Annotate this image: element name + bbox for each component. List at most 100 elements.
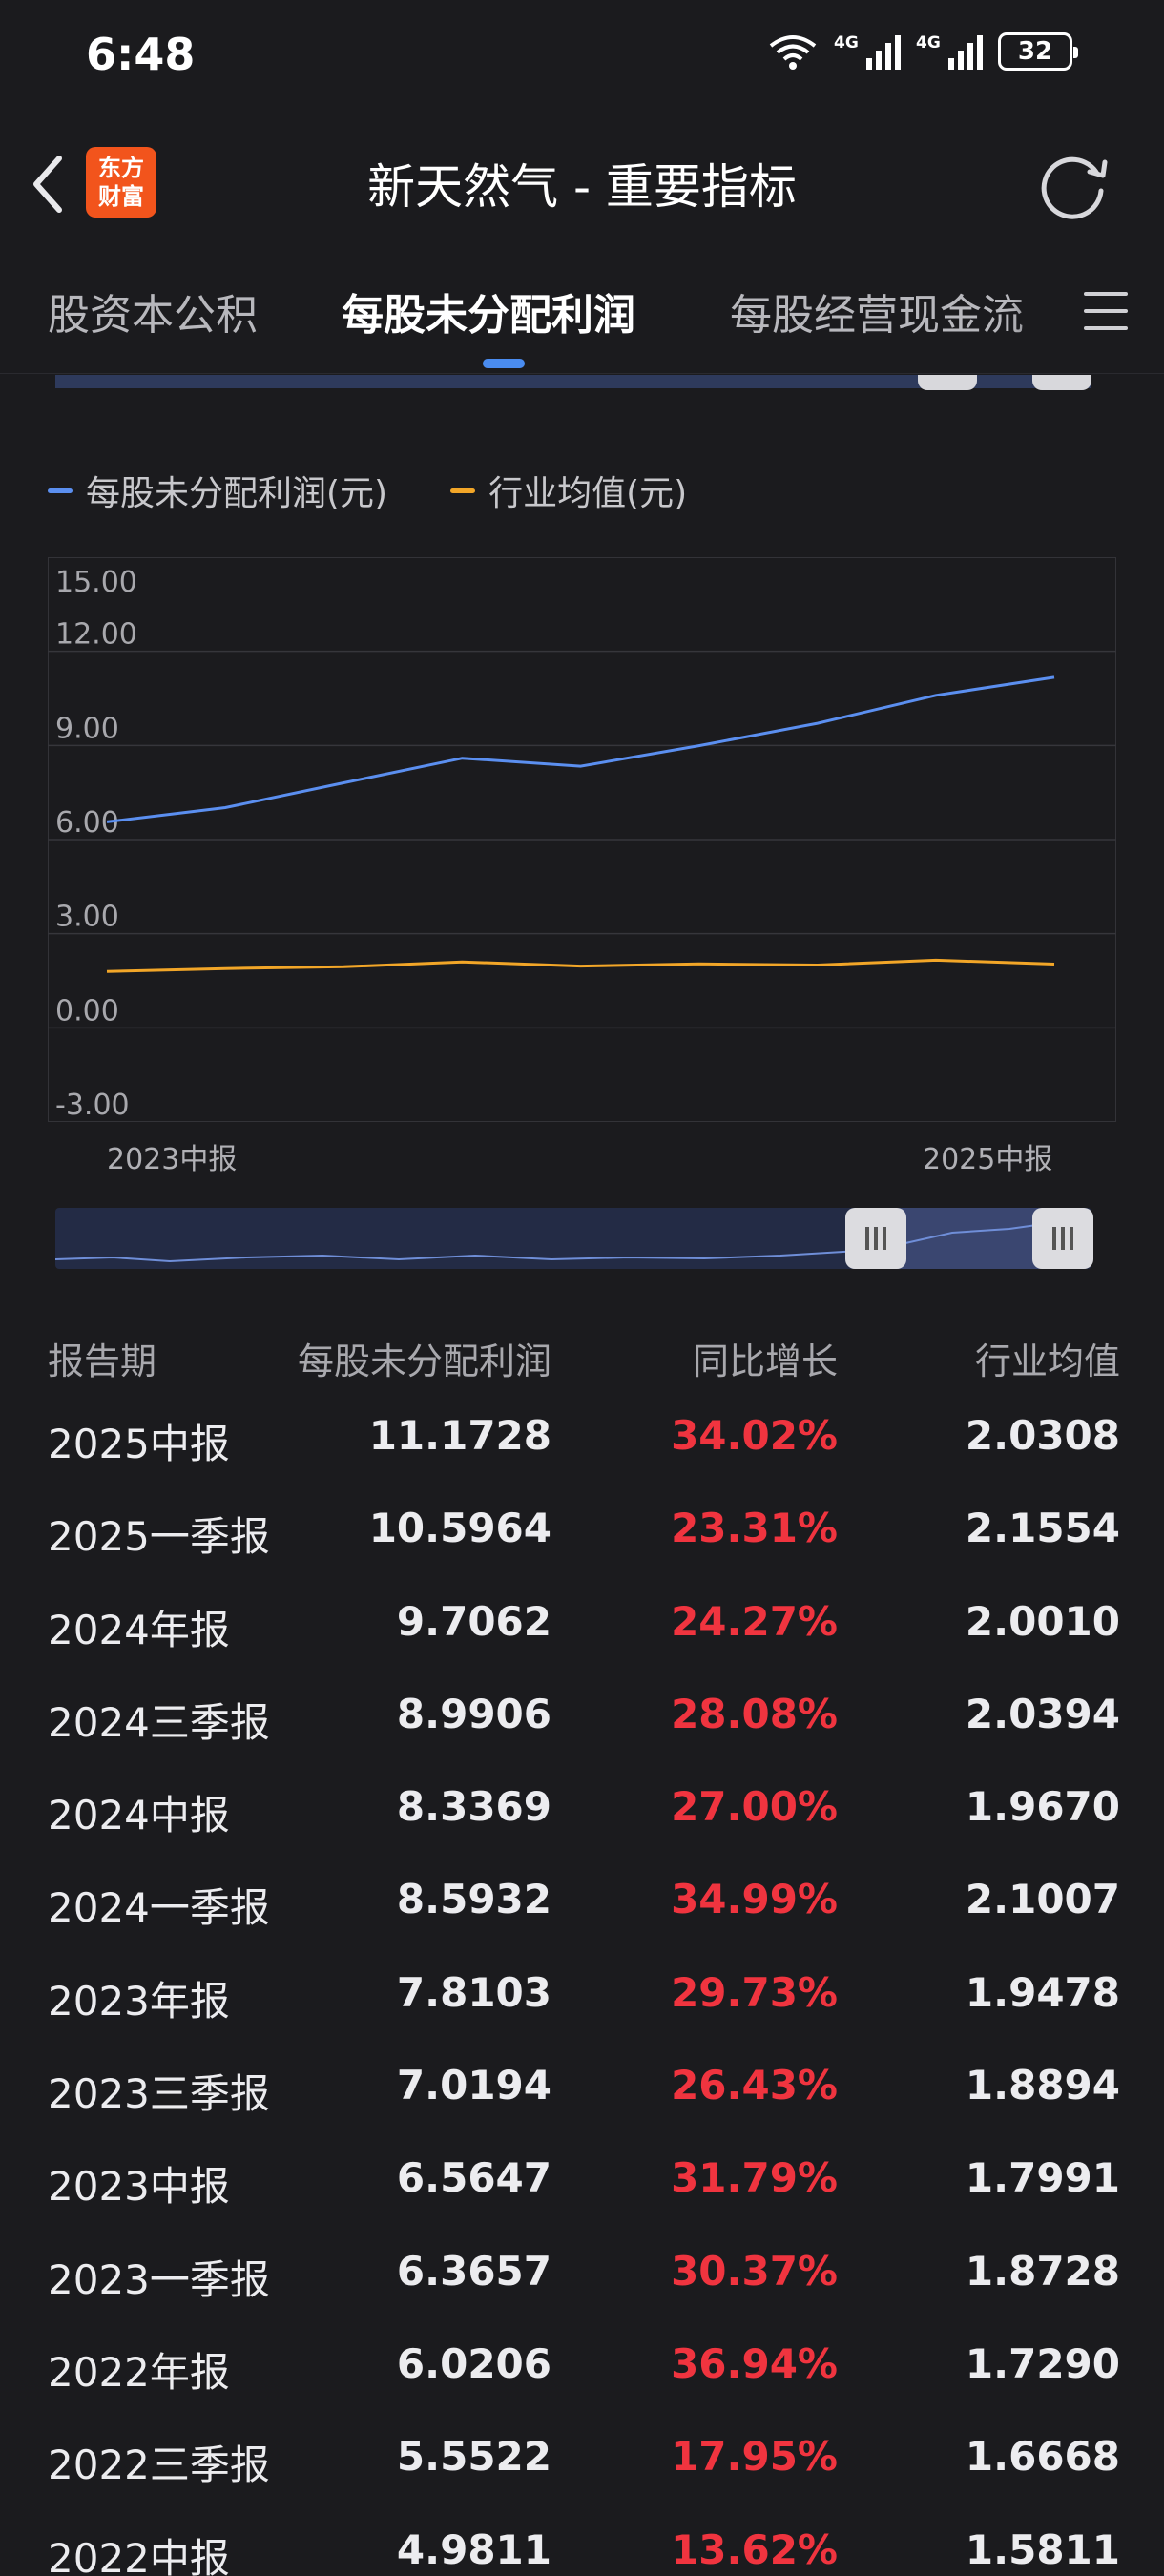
cell-period: 2022三季报 — [48, 2441, 270, 2489]
cell-yoy-growth: 30.37% — [671, 2247, 838, 2295]
wifi-icon — [767, 32, 819, 71]
table-row[interactable]: 2024年报 9.7062 24.27% 2.0010 — [0, 1587, 1164, 1679]
legend-swatch — [48, 488, 73, 493]
status-time: 6:48 — [86, 29, 196, 80]
cell-undistributed-profit: 4.9811 — [396, 2525, 551, 2573]
cell-yoy-growth: 24.27% — [671, 1597, 838, 1645]
series-line-industry-average — [106, 958, 1055, 973]
cell-undistributed-profit: 9.7062 — [396, 1597, 551, 1645]
cell-undistributed-profit: 7.0194 — [396, 2062, 551, 2109]
nav-bar: 东方 财富 新天然气 - 重要指标 — [0, 113, 1164, 256]
table-row[interactable]: 2023中报 6.5647 31.79% 1.7991 — [0, 2143, 1164, 2235]
table-row[interactable]: 2022年报 6.0206 36.94% 1.7290 — [0, 2329, 1164, 2421]
indicator-tabs: 股资本公积 每股未分配利润 每股经营现金流 — [0, 256, 1164, 374]
x-tick-label: 2023中报 — [107, 1143, 238, 1176]
cell-undistributed-profit: 8.9906 — [396, 1690, 551, 1737]
header-industry-average[interactable]: 行业均值 — [974, 1340, 1120, 1382]
header-yoy-growth[interactable]: 同比增长 — [692, 1340, 838, 1382]
table-row[interactable]: 2025一季报 10.5964 23.31% 2.1554 — [0, 1493, 1164, 1586]
cell-yoy-growth: 23.31% — [671, 1505, 838, 1552]
table-row[interactable]: 2025中报 11.1728 34.02% 2.0308 — [0, 1401, 1164, 1493]
cell-undistributed-profit: 5.5522 — [396, 2433, 551, 2481]
cell-yoy-growth: 26.43% — [671, 2062, 838, 2109]
cell-industry-average: 2.1007 — [965, 1876, 1120, 1923]
table-header: 报告期 每股未分配利润 同比增长 行业均值 — [0, 1332, 1164, 1385]
cell-industry-average: 1.8894 — [965, 2062, 1120, 2109]
chart-legend: 每股未分配利润(元) 行业均值(元) — [48, 466, 687, 515]
range-slider[interactable] — [55, 1208, 1091, 1269]
cell-industry-average: 1.7991 — [965, 2154, 1120, 2202]
slider-selected-range — [876, 1208, 1063, 1269]
cell-undistributed-profit: 11.1728 — [368, 1412, 551, 1459]
cell-undistributed-profit: 6.5647 — [396, 2154, 551, 2202]
table-row[interactable]: 2024中报 8.3369 27.00% 1.9670 — [0, 1772, 1164, 1864]
slider-handle-left[interactable] — [845, 1208, 906, 1269]
y-tick-label: 3.00 — [55, 901, 119, 934]
y-tick-label: -3.00 — [55, 1089, 130, 1122]
cell-industry-average: 1.5811 — [965, 2525, 1120, 2573]
cell-yoy-growth: 27.00% — [671, 1783, 838, 1831]
table-row[interactable]: 2022三季报 5.5522 17.95% 1.6668 — [0, 2421, 1164, 2514]
slider-preview-line — [55, 1216, 1091, 1263]
legend-item-undistributed-profit[interactable]: 每股未分配利润(元) — [48, 466, 387, 515]
battery-level: 32 — [1017, 37, 1053, 66]
y-tick-label: 12.00 — [55, 618, 137, 652]
legend-swatch — [450, 488, 476, 493]
y-tick-label: 0.00 — [55, 994, 119, 1028]
legend-item-industry-average[interactable]: 行业均值(元) — [450, 466, 687, 515]
cell-undistributed-profit: 6.0206 — [396, 2339, 551, 2387]
cell-period: 2022中报 — [48, 2534, 230, 2576]
table-row[interactable]: 2023三季报 7.0194 26.43% 1.8894 — [0, 2050, 1164, 2143]
slider-handle-right[interactable] — [1032, 1208, 1093, 1269]
slider-handle-top-left[interactable] — [918, 375, 977, 390]
line-chart[interactable]: 15.00 12.00 9.00 6.00 3.00 0.00 -3.00 — [48, 557, 1116, 1122]
table-row[interactable]: 2024一季报 8.5932 34.99% 2.1007 — [0, 1864, 1164, 1957]
cell-period: 2023三季报 — [48, 2070, 270, 2118]
cell-industry-average: 2.0010 — [965, 1597, 1120, 1645]
cell-period: 2024年报 — [48, 1606, 230, 1653]
cell-period: 2025一季报 — [48, 1513, 270, 1561]
table-body: 2025中报 11.1728 34.02% 2.0308 2025一季报 10.5964 2… — [0, 1401, 1164, 2576]
back-arrow-icon[interactable] — [25, 151, 73, 218]
cell-industry-average: 1.7290 — [965, 2339, 1120, 2387]
slider-handle-top-right[interactable] — [1032, 375, 1091, 390]
cell-yoy-growth: 28.08% — [671, 1690, 838, 1737]
cell-yoy-growth: 34.99% — [671, 1876, 838, 1923]
cell-period: 2023年报 — [48, 1977, 230, 2025]
header-period[interactable]: 报告期 — [48, 1340, 157, 1382]
y-tick-label: 9.00 — [55, 712, 119, 745]
table-row[interactable]: 2024三季报 8.9906 28.08% 2.0394 — [0, 1679, 1164, 1772]
cell-undistributed-profit: 8.5932 — [396, 1876, 551, 1923]
cell-industry-average: 1.8728 — [965, 2247, 1120, 2295]
status-bar: 6:48 4G 4G 32 — [0, 0, 1164, 113]
tab-undistributed-profit[interactable]: 每股未分配利润 — [342, 291, 635, 340]
signal-icon: 4G — [916, 33, 983, 70]
menu-icon[interactable] — [1084, 292, 1128, 336]
cell-period: 2023中报 — [48, 2163, 230, 2211]
battery-icon: 32 — [998, 32, 1078, 71]
cell-yoy-growth: 31.79% — [671, 2154, 838, 2202]
cell-industry-average: 2.0394 — [965, 1690, 1120, 1737]
cell-period: 2025中报 — [48, 1421, 230, 1467]
active-tab-indicator — [483, 359, 525, 368]
table-row[interactable]: 2023年报 7.8103 29.73% 1.9478 — [0, 1958, 1164, 2050]
status-icons: 4G 4G 32 — [767, 32, 1078, 71]
range-slider-top — [55, 375, 1091, 388]
table-row[interactable]: 2022中报 4.9811 13.62% 1.5811 — [0, 2515, 1164, 2576]
cell-industry-average: 2.0308 — [965, 1412, 1120, 1459]
table-row[interactable]: 2023一季报 6.3657 30.37% 1.8728 — [0, 2236, 1164, 2329]
tab-operating-cashflow[interactable]: 每股经营现金流 — [730, 291, 1024, 340]
tab-capital-reserve[interactable]: 股资本公积 — [48, 291, 258, 340]
cell-yoy-growth: 36.94% — [671, 2339, 838, 2387]
cell-undistributed-profit: 8.3369 — [396, 1783, 551, 1831]
cell-yoy-growth: 34.02% — [671, 1412, 838, 1459]
tab-fade — [1011, 256, 1069, 373]
app-logo: 东方 财富 — [86, 147, 156, 218]
refresh-icon[interactable] — [1038, 147, 1114, 223]
header-undistributed-profit[interactable]: 每股未分配利润 — [297, 1340, 551, 1382]
cell-undistributed-profit: 6.3657 — [396, 2247, 551, 2295]
cell-period: 2024一季报 — [48, 1884, 270, 1932]
cell-yoy-growth: 17.95% — [671, 2433, 838, 2481]
cell-industry-average: 1.9670 — [965, 1783, 1120, 1831]
